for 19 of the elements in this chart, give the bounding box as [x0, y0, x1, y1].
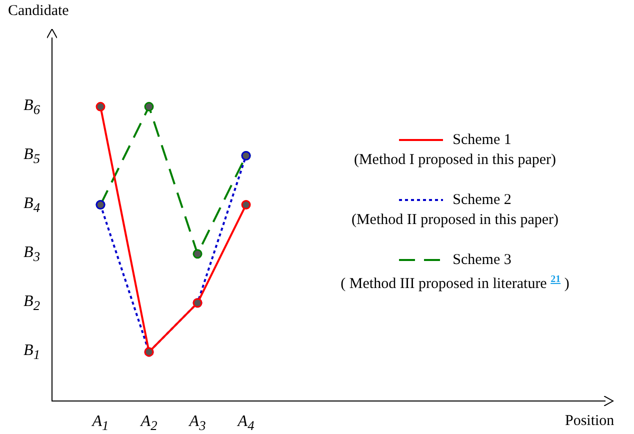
y-tick-label: B$_{2}$ [22, 292, 40, 316]
y-tick-label: B$_{1}$ [22, 340, 40, 364]
y-axis-title: Candidate [8, 3, 69, 20]
y-tick-label: B$_{5}$ [22, 144, 40, 168]
point [192, 249, 202, 259]
y-tick-label: B$_{3}$ [22, 242, 40, 266]
x-tick-label: A$_{2}$ [139, 413, 158, 434]
x-tick-label: A$_{3}$ [188, 413, 207, 434]
point [96, 102, 106, 112]
legend-label: Scheme 2 (Method II proposed in this paper) [350, 191, 560, 230]
text: Position [565, 413, 614, 430]
y-tick-label: B$_{6}$ [22, 96, 40, 119]
x-tick-label: A$_{4}$ [236, 413, 256, 434]
y-tick-label: B$_{4}$ [22, 194, 40, 217]
point [144, 102, 154, 112]
point [241, 200, 251, 210]
legend-label: Scheme 3 ( Method III proposed in literature $^{21}$ ) [340, 251, 570, 294]
x-tick-label: A$_{1}$ [90, 413, 110, 434]
legend-label: Scheme 1 (Method I proposed in this paper) [352, 131, 558, 170]
